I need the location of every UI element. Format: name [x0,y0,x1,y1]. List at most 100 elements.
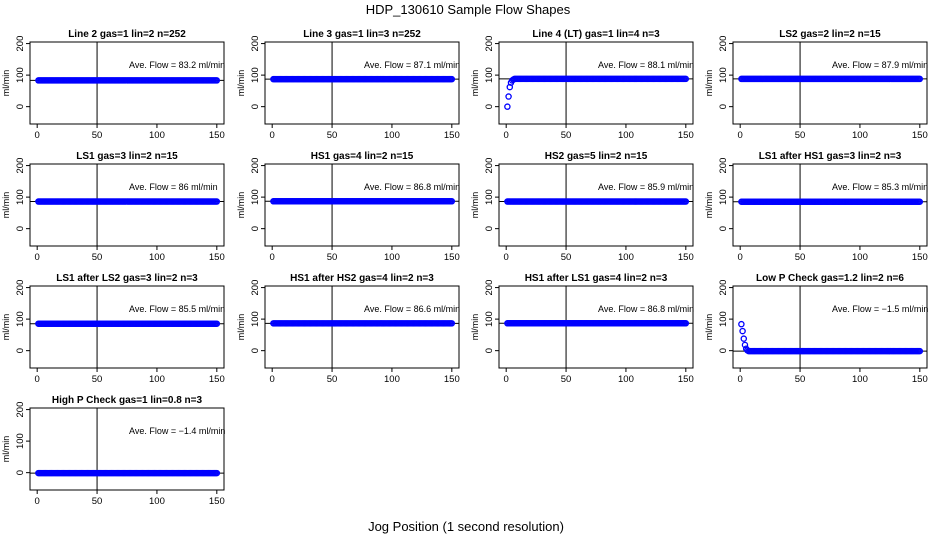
y-tick-label: 100 [15,311,26,327]
panel-title: LS1 after HS1 gas=3 lin=2 n=3 [759,151,902,162]
y-tick-label: 0 [718,348,729,353]
average-flow-annotation: Ave. Flow = 87.9 ml/min [832,60,928,70]
y-tick-label: 200 [484,280,495,296]
panel-3: Line 4 (LT) gas=1 lin=4 n=3 ml/min 0 50 100 1… [470,29,694,141]
average-flow-annotation: Ave. Flow = 86.8 ml/min [598,304,694,314]
data-point [505,93,512,100]
x-tick-label: 100 [618,374,634,385]
data-point [448,320,456,327]
y-axis-label: ml/min [236,192,246,219]
y-tick-label: 100 [15,189,26,205]
data-point [682,320,690,327]
y-tick-label: 100 [15,433,26,449]
panel-2: Line 3 gas=1 lin=3 n=252 ml/min 0 50 100 150 0… [236,29,460,141]
x-tick-label: 0 [504,130,509,141]
plot-frame [29,41,225,125]
y-tick-label: 200 [250,158,261,174]
panel-9: LS1 after LS2 gas=3 lin=2 n=3 ml/min 0 50 10… [1,273,225,385]
x-tick-label: 100 [618,130,634,141]
panel-4: LS2 gas=2 lin=2 n=15 ml/min 0 50 100 150 0 100 2… [704,29,928,141]
x-tick-label: 150 [209,496,225,507]
x-tick-label: 50 [795,130,806,141]
y-tick-label: 200 [718,280,729,296]
y-axis-label: ml/min [236,70,246,97]
x-tick-label: 150 [678,130,694,141]
plot-frame [732,163,928,247]
x-tick-label: 150 [912,252,928,263]
panel-11: HS1 after LS1 gas=4 lin=2 n=3 ml/min 0 50 10… [470,273,694,385]
average-flow-annotation: Ave. Flow = 87.1 ml/min [364,60,460,70]
y-tick-label: 100 [250,311,261,327]
y-tick-label: 100 [484,67,495,83]
y-tick-label: 200 [484,158,495,174]
average-flow-annotation: Ave. Flow = 88.1 ml/min [598,60,694,70]
x-tick-label: 50 [795,252,806,263]
x-tick-label: 0 [270,252,275,263]
y-tick-label: 0 [15,470,26,475]
data-point [448,198,456,205]
panel-title: HS1 after HS2 gas=4 lin=2 n=3 [290,273,434,284]
y-tick-label: 100 [484,311,495,327]
x-tick-label: 150 [444,252,460,263]
data-point [213,77,221,84]
data-point [213,320,221,327]
x-tick-label: 100 [149,496,165,507]
x-tick-label: 0 [270,130,275,141]
data-point [916,198,924,206]
x-tick-label: 150 [912,130,928,141]
y-tick-label: 200 [718,158,729,174]
y-tick-label: 0 [250,348,261,353]
x-tick-label: 150 [678,252,694,263]
y-axis-label: ml/min [236,314,246,341]
figure-title: HDP_130610 Sample Flow Shapes [366,2,571,17]
data-point [682,198,690,205]
y-axis-label: ml/min [1,70,11,97]
x-tick-label: 100 [852,130,868,141]
x-tick-label: 50 [92,496,103,507]
y-tick-label: 100 [718,189,729,205]
x-tick-label: 150 [209,374,225,385]
panel-12: Low P Check gas=1.2 lin=2 n=6 ml/min 0 50 10… [704,273,928,385]
panel-13: High P Check gas=1 lin=0.8 n=3 ml/min 0 50 1… [1,395,225,507]
x-tick-label: 0 [738,130,743,141]
panels: Line 2 gas=1 lin=2 n=252 ml/min 0 50 100 150 0… [1,29,928,507]
x-tick-label: 100 [149,252,165,263]
x-tick-label: 100 [149,130,165,141]
y-axis-label: ml/min [1,436,11,463]
panel-6: HS1 gas=4 lin=2 n=15 ml/min 0 50 100 150 0 100 2… [236,151,460,263]
y-tick-label: 200 [15,158,26,174]
y-axis-label: ml/min [704,314,714,341]
data-point [448,75,456,83]
y-tick-label: 0 [250,226,261,231]
data-point [213,198,221,205]
average-flow-annotation: Ave. Flow = 85.5 ml/min [129,304,225,314]
plot-frame [29,163,225,247]
panel-title: HS1 after LS1 gas=4 lin=2 n=3 [525,273,668,284]
panel-title: HS2 gas=5 lin=2 n=15 [545,151,648,162]
average-flow-annotation: Ave. Flow = 83.2 ml/min [129,60,225,70]
x-tick-label: 50 [92,130,103,141]
x-tick-label: 50 [561,252,572,263]
data-point [916,75,924,83]
x-tick-label: 50 [327,252,338,263]
y-tick-label: 0 [250,104,261,109]
y-tick-label: 0 [718,226,729,231]
x-tick-label: 100 [618,252,634,263]
data-point [739,327,746,335]
plot-frame [498,41,694,125]
y-axis-label: ml/min [470,192,480,219]
panel-title: LS2 gas=2 lin=2 n=15 [779,29,881,40]
plot-frame [29,285,225,369]
panel-title: LS1 gas=3 lin=2 n=15 [76,151,178,162]
x-tick-label: 100 [852,374,868,385]
data-point [738,320,745,328]
panel-title: LS1 after LS2 gas=3 lin=2 n=3 [56,273,198,284]
plot-frame [264,41,460,125]
y-tick-label: 200 [250,280,261,296]
x-tick-label: 0 [738,374,743,385]
x-tick-label: 0 [35,374,40,385]
y-tick-label: 0 [484,348,495,353]
figure-xlabel: Jog Position (1 second resolution) [368,519,564,534]
plot-frame [732,41,928,125]
panel-1: Line 2 gas=1 lin=2 n=252 ml/min 0 50 100 150 0… [1,29,225,141]
